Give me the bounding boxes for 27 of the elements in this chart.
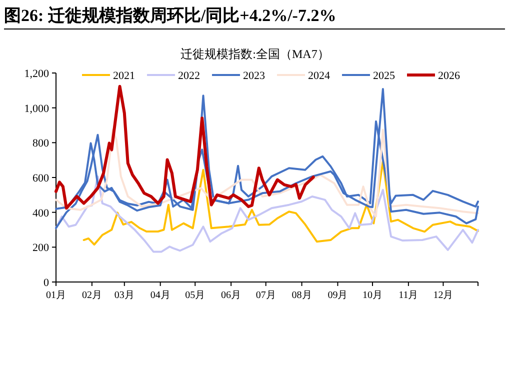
- legend-label: 2021: [113, 70, 135, 82]
- y-tick-label: 200: [32, 242, 50, 254]
- x-tick-label: 03月: [114, 290, 134, 301]
- legend-label: 2024: [308, 70, 330, 82]
- x-tick-label: 08月: [292, 290, 312, 301]
- x-tick-label: 02月: [82, 290, 102, 301]
- y-tick-label: 0: [44, 277, 50, 289]
- y-tick-label: 400: [32, 207, 50, 220]
- x-tick-label: 09月: [328, 290, 348, 301]
- x-tick-label: 05月: [185, 290, 206, 301]
- x-tick-label: 01月: [46, 290, 66, 301]
- x-tick-label: 10月: [362, 290, 382, 301]
- legend-label: 2026: [438, 70, 460, 82]
- legend-label: 2025: [373, 70, 396, 82]
- x-tick-label: 12月: [433, 290, 454, 301]
- legend-label: 2022: [178, 70, 200, 82]
- legend-label: 2023: [243, 70, 266, 82]
- y-tick-label: 600: [32, 172, 50, 184]
- chart-subtitle: 迁徙规模指数:全国（MA7）: [180, 47, 330, 61]
- chart-title: 图26: 迁徙规模指数周环比/同比+4.2%/-7.2%: [4, 6, 336, 25]
- x-tick-label: 07月: [256, 290, 276, 301]
- y-tick-label: 1,200: [24, 68, 50, 80]
- x-tick-label: 06月: [221, 290, 242, 301]
- y-tick-label: 800: [32, 138, 50, 150]
- x-tick-label: 04月: [150, 290, 170, 301]
- y-tick-label: 1,000: [24, 102, 50, 115]
- x-tick-label: 11月: [398, 290, 418, 301]
